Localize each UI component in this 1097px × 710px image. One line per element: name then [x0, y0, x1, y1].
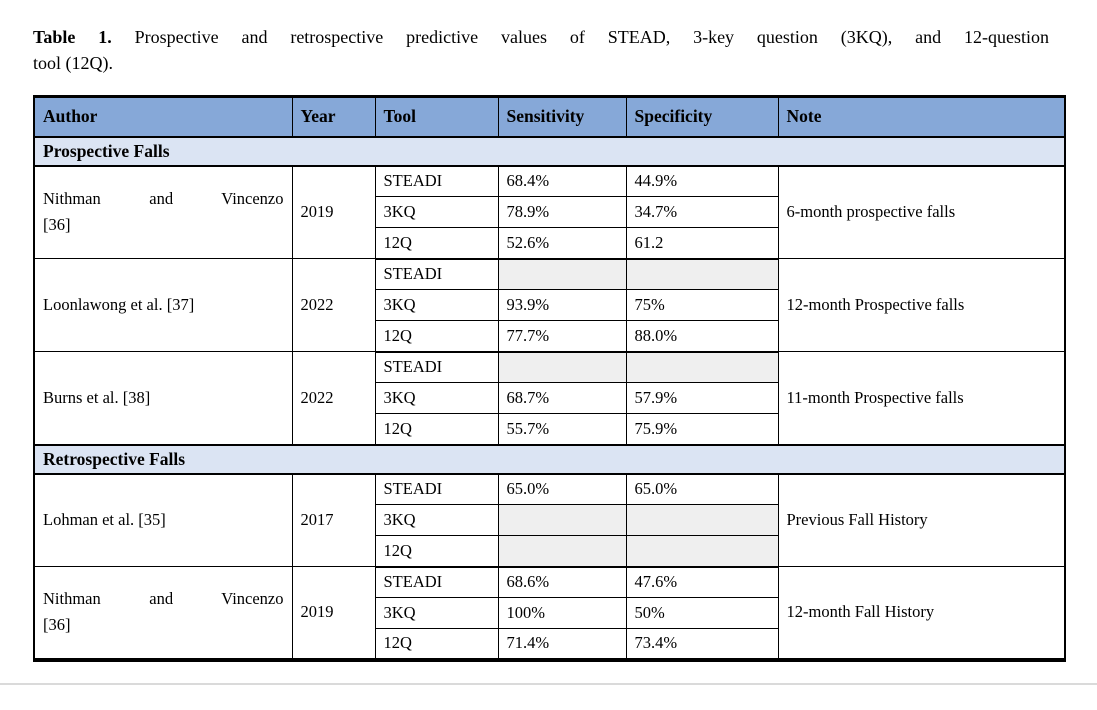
header-row: Author Year Tool Sensitivity Specificity… — [33, 96, 1066, 137]
section-row-retrospective: Retrospective Falls — [33, 443, 1066, 475]
sensitivity-cell: 55.7% — [497, 413, 627, 446]
tool-cell: STEADI — [374, 473, 499, 505]
sensitivity-cell: 100% — [497, 597, 627, 629]
table-row: Burns et al. [38] 2022 STEADI 11-month P… — [33, 351, 1066, 445]
tool-cell: 3KQ — [374, 196, 499, 228]
page-divider-rule — [0, 683, 1097, 685]
table-row: Nithman and Vincenzo [36] 2019 STEADI 68… — [33, 566, 1066, 660]
tool-cell: 12Q — [374, 413, 499, 446]
table-row: 12Q 52.6% 61.2 — [34, 227, 1065, 260]
tool-cell: STEADI — [374, 566, 499, 598]
sensitivity-cell-empty — [497, 258, 627, 290]
tool-cell: STEADI — [374, 258, 499, 290]
table-row: 12Q 71.4% 73.4% — [34, 628, 1065, 661]
sensitivity-cell: 71.4% — [497, 628, 627, 661]
section-row-prospective: Prospective Falls — [33, 135, 1066, 167]
tool-cell: 12Q — [374, 535, 499, 568]
author-cell: Nithman and Vincenzo [36] — [33, 566, 293, 660]
table-row: 3KQ 78.9% 34.7% — [34, 196, 1065, 228]
tool-cell: 12Q — [374, 320, 499, 353]
caption-line-1: Table 1. Prospective and retrospective p… — [33, 27, 1050, 47]
specificity-cell: 50% — [625, 597, 779, 629]
sensitivity-cell: 65.0% — [497, 473, 627, 505]
year-cell: 2019 — [291, 566, 376, 660]
table-row: 12Q 77.7% 88.0% — [34, 320, 1065, 353]
caption-label: Table 1. — [33, 27, 112, 47]
col-header-sensitivity: Sensitivity — [497, 96, 627, 137]
table-row: 3KQ 93.9% 75% — [34, 289, 1065, 321]
sensitivity-cell: 68.7% — [497, 382, 627, 414]
specificity-cell-empty — [625, 504, 779, 536]
sensitivity-cell-empty — [497, 535, 627, 568]
author-cell: Lohman et al. [35] — [33, 473, 293, 567]
specificity-cell: 44.9% — [625, 165, 779, 197]
table-row: 3KQ 100% 50% — [34, 597, 1065, 629]
col-header-note: Note — [777, 96, 1066, 137]
year-cell: 2017 — [291, 473, 376, 567]
author-cell: Burns et al. [38] — [33, 351, 293, 445]
table-caption: Table 1. Prospective and retrospective p… — [33, 24, 1049, 76]
note-cell: 12-month Fall History — [777, 566, 1066, 660]
col-header-author: Author — [33, 96, 293, 137]
sensitivity-cell: 68.6% — [497, 566, 627, 598]
table-row: 3KQ — [34, 504, 1065, 536]
sensitivity-cell-empty — [497, 504, 627, 536]
table-row: 12Q — [34, 535, 1065, 568]
col-header-tool: Tool — [374, 96, 499, 137]
sensitivity-cell: 68.4% — [497, 165, 627, 197]
specificity-cell-empty — [625, 535, 779, 568]
specificity-cell: 88.0% — [625, 320, 779, 353]
section-label: Prospective Falls — [33, 135, 1066, 167]
tool-cell: 12Q — [374, 628, 499, 661]
note-cell: 11-month Prospective falls — [777, 351, 1066, 445]
tool-cell: STEADI — [374, 351, 499, 383]
tool-cell: STEADI — [374, 165, 499, 197]
table-row: Loonlawong et al. [37] 2022 STEADI 12-mo… — [33, 258, 1066, 352]
note-cell: Previous Fall History — [777, 473, 1066, 567]
caption-line-2: tool (12Q). — [33, 53, 113, 73]
specificity-cell: 34.7% — [625, 196, 779, 228]
specificity-cell: 57.9% — [625, 382, 779, 414]
sensitivity-cell: 78.9% — [497, 196, 627, 228]
tool-cell: 3KQ — [374, 289, 499, 321]
sensitivity-cell: 52.6% — [497, 227, 627, 260]
year-cell: 2022 — [291, 258, 376, 352]
year-cell: 2022 — [291, 351, 376, 445]
section-label: Retrospective Falls — [33, 443, 1066, 475]
year-cell: 2019 — [291, 165, 376, 259]
col-header-specificity: Specificity — [625, 96, 779, 137]
author-cell: Nithman and Vincenzo [36] — [33, 165, 293, 259]
author-cell: Loonlawong et al. [37] — [33, 258, 293, 352]
sensitivity-cell-empty — [497, 351, 627, 383]
sensitivity-cell: 93.9% — [497, 289, 627, 321]
specificity-cell-empty — [625, 258, 779, 290]
table-row: Lohman et al. [35] 2017 STEADI 65.0% 65.… — [33, 473, 1066, 567]
tool-cell: 3KQ — [374, 504, 499, 536]
specificity-cell: 61.2 — [625, 227, 779, 260]
specificity-cell: 65.0% — [625, 473, 779, 505]
specificity-cell: 47.6% — [625, 566, 779, 598]
specificity-cell: 75% — [625, 289, 779, 321]
predictive-values-table: Author Year Tool Sensitivity Specificity… — [33, 95, 1066, 662]
specificity-cell-empty — [625, 351, 779, 383]
specificity-cell: 75.9% — [625, 413, 779, 446]
note-cell: 12-month Prospective falls — [777, 258, 1066, 352]
table-row: Nithman and Vincenzo [36] 2019 STEADI 68… — [33, 165, 1066, 259]
table-row: 12Q 55.7% 75.9% — [34, 413, 1065, 446]
tool-cell: 3KQ — [374, 382, 499, 414]
tool-cell: 12Q — [374, 227, 499, 260]
note-cell: 6-month prospective falls — [777, 165, 1066, 259]
specificity-cell: 73.4% — [625, 628, 779, 661]
sensitivity-cell: 77.7% — [497, 320, 627, 353]
tool-cell: 3KQ — [374, 597, 499, 629]
table-row: 3KQ 68.7% 57.9% — [34, 382, 1065, 414]
col-header-year: Year — [291, 96, 376, 137]
